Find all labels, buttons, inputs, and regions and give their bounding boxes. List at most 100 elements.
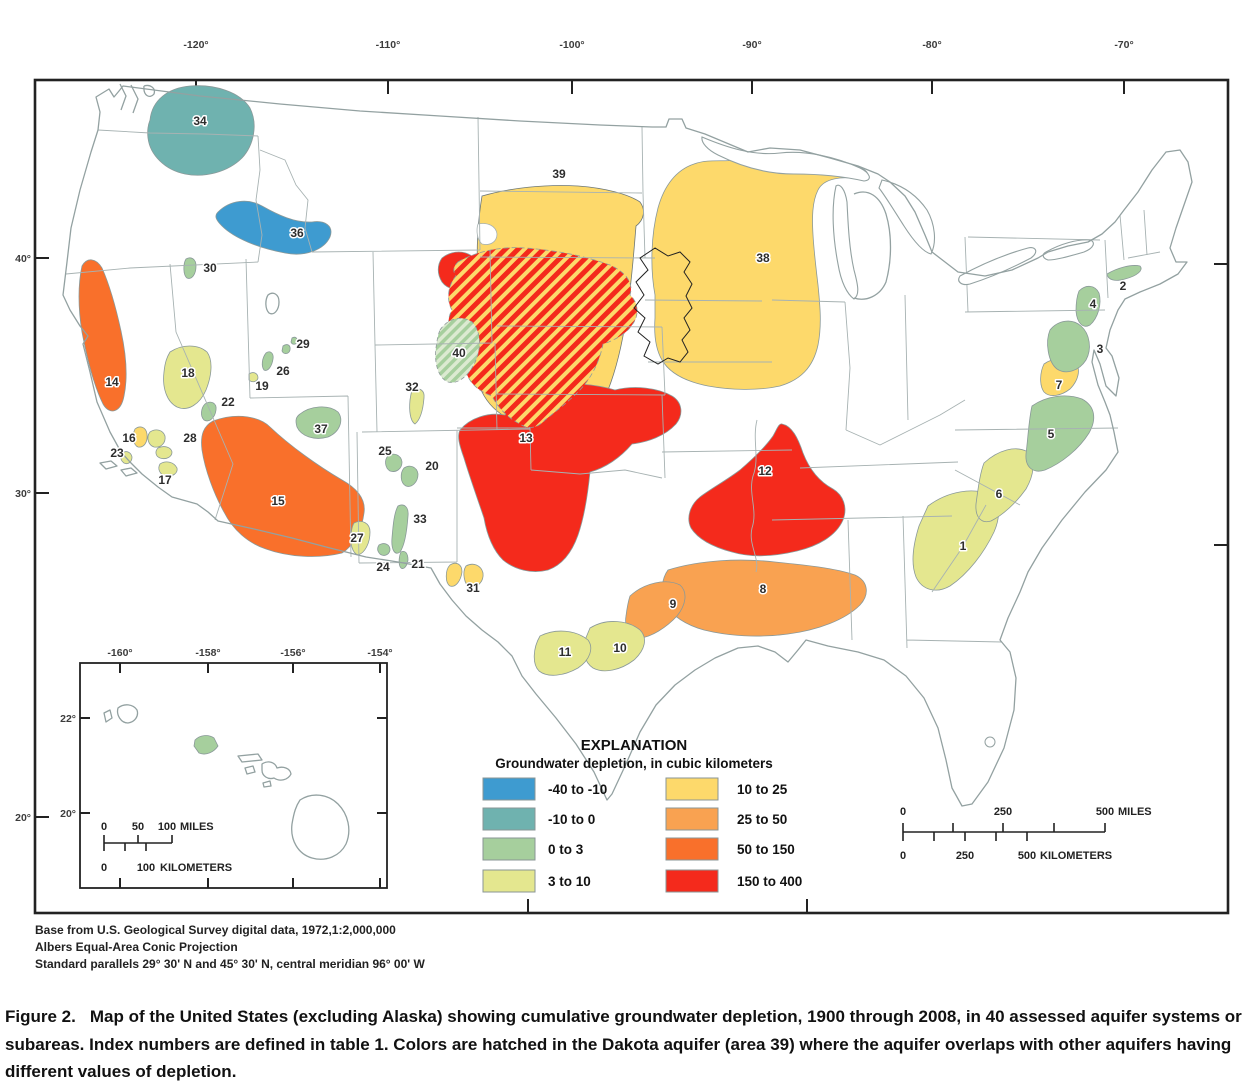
area-38-region (651, 157, 869, 390)
legend-swatch (482, 837, 536, 861)
area-36-region (215, 200, 332, 255)
inset-miles-0: 0 (101, 821, 107, 833)
hawaii-islands (103, 704, 350, 860)
scale-miles-250: 250 (994, 806, 1012, 818)
scale-km-0: 0 (900, 850, 906, 862)
scale-bar-line (902, 823, 1106, 841)
great-lakes (701, 136, 1094, 300)
area-37-region (295, 406, 342, 439)
area-6-region (975, 448, 1034, 523)
scale-miles-0: 0 (900, 806, 906, 818)
area-15-region (201, 415, 365, 557)
area-39-label: 39 (552, 167, 566, 181)
area-19-region (248, 372, 259, 383)
legend-label: 3 to 10 (548, 874, 591, 889)
inset-miles-50: 50 (132, 821, 144, 833)
scale-miles-unit: MILES (1118, 806, 1152, 818)
area-5-label: 5 (1048, 427, 1055, 441)
area-31-label: 31 (466, 581, 480, 595)
area-7-label: 7 (1056, 378, 1063, 392)
legend-swatch (665, 837, 719, 861)
lon-tick-label: -90° (742, 39, 761, 51)
scale-km-unit: KILOMETERS (1040, 850, 1112, 862)
area-26-region (261, 351, 274, 371)
legend-swatch (482, 777, 536, 801)
figure-caption-label: Figure 2. (5, 1007, 76, 1026)
area-18-label: 18 (181, 366, 195, 380)
base-note: Base from U.S. Geological Survey digital… (35, 923, 425, 971)
area-24-label: 24 (376, 560, 390, 574)
inset-ticks (80, 663, 387, 888)
area-30-region (183, 257, 197, 279)
area-17-region (158, 461, 178, 477)
area-13-label: 13 (519, 431, 533, 445)
figure-caption-text: Map of the United States (excluding Alas… (5, 1007, 1242, 1082)
area-15-label: 15 (271, 494, 285, 508)
area-2-region (1106, 265, 1142, 281)
area-1-label: 1 (960, 539, 967, 553)
inset-km-100: 100 (137, 862, 155, 874)
area-4-region (1075, 285, 1101, 327)
area-20-label: 20 (425, 459, 439, 473)
lon-tick-label: -110° (376, 39, 401, 51)
lon-tick-label: -120° (183, 39, 208, 51)
lon-tick-label: -100° (559, 39, 584, 51)
us-coastline (62, 85, 1193, 807)
inset-km-unit: KILOMETERS (160, 862, 232, 874)
inset-lon-label: -158° (195, 647, 220, 659)
area-16-label: 16 (122, 431, 136, 445)
legend-label: 50 to 150 (737, 842, 795, 857)
lat-tick-label: 40° (15, 253, 31, 265)
longitude-labels: -120° -110° -100° -90° -80° -70° (183, 39, 1133, 51)
area-34-region (147, 85, 255, 176)
inset-lat-label: 20° (60, 808, 76, 820)
legend-swatches: -40 to -10 -10 to 0 0 to 3 3 to 10 10 to… (482, 777, 802, 893)
lat-tick-label: 30° (15, 488, 31, 500)
lake-okeechobee (984, 736, 996, 748)
inset-scale-bar: 0 50 100 MILES 0 100 KILOMETERS (101, 821, 232, 874)
area-3-region (1047, 320, 1090, 373)
area-9-region (625, 581, 686, 639)
legend-swatch (665, 777, 719, 801)
area-12-region (688, 423, 846, 557)
area-32-label: 32 (405, 380, 419, 394)
legend-label: -10 to 0 (548, 812, 595, 827)
area-26-label: 26 (276, 364, 290, 378)
area-33-region (391, 504, 409, 554)
area-27-label: 27 (350, 531, 364, 545)
hawaii-inset: -160° -158° -156° -154° 22° 20° 0 50 100… (60, 647, 393, 889)
legend-label: 10 to 25 (737, 782, 788, 797)
area-29-region (281, 336, 298, 354)
inset-lon-label: -156° (280, 647, 305, 659)
legend-label: 150 to 400 (737, 874, 802, 889)
area-22-label: 22 (221, 395, 235, 409)
area-4-label: 4 (1090, 297, 1097, 311)
area-40-region (435, 317, 480, 383)
area-39-notch (476, 223, 498, 245)
inset-scale-line (103, 835, 173, 851)
map-figure: -120° -110° -100° -90° -80° -70° 40° 30°… (15, 39, 1230, 971)
legend-title: EXPLANATION (581, 737, 687, 754)
area-40-label: 40 (452, 346, 466, 360)
inset-lat-label: 22° (60, 713, 76, 725)
inset-miles-100: 100 (158, 821, 176, 833)
area-29-label: 29 (296, 337, 310, 351)
area-9-label: 9 (670, 597, 677, 611)
area-6-label: 6 (996, 487, 1003, 501)
aquifer-limit-outline (633, 247, 693, 365)
area-8-label: 8 (760, 582, 767, 596)
legend-swatch (482, 869, 536, 893)
area-20-region (400, 465, 419, 487)
legend-swatch (665, 807, 719, 831)
area-36-label: 36 (290, 226, 304, 240)
area-28-region (147, 429, 173, 460)
area-16-region (132, 426, 148, 448)
area-2-label: 2 (1120, 279, 1127, 293)
area-30-label: 30 (203, 261, 217, 275)
legend-label: 25 to 50 (737, 812, 787, 827)
legend-swatch (665, 869, 719, 893)
area-23-label: 23 (110, 446, 124, 460)
area-35-region (193, 735, 219, 755)
area-11-label: 11 (559, 645, 572, 659)
scale-km-250: 250 (956, 850, 974, 862)
